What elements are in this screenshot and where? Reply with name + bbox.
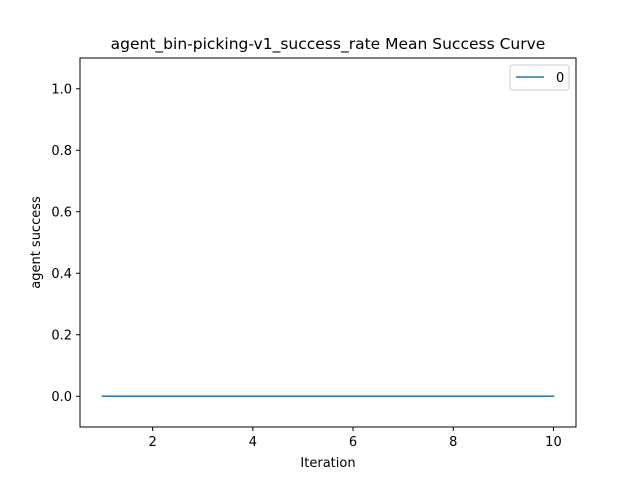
x-tick-label: 4 [249, 435, 257, 450]
axes-frame [79, 57, 577, 428]
y-tick-label: 0.2 [51, 328, 72, 343]
x-axis-label: Iteration [300, 456, 355, 471]
x-tick-label: 2 [149, 435, 157, 450]
y-tick-label: 0.8 [51, 144, 72, 159]
x-tick-label: 6 [349, 435, 357, 450]
y-axis: 0.0 0.2 0.4 0.6 0.8 1.0 [51, 82, 80, 405]
y-tick-label: 0.0 [51, 390, 72, 405]
x-tick-label: 10 [545, 435, 562, 450]
x-axis: 2 4 6 8 10 [149, 427, 562, 450]
y-tick-label: 1.0 [51, 82, 72, 97]
legend-label: 0 [556, 71, 564, 86]
x-tick-label: 8 [449, 435, 457, 450]
y-tick-label: 0.6 [51, 205, 72, 220]
legend: 0 [509, 64, 570, 91]
y-tick-label: 0.4 [51, 267, 72, 282]
chart-title: agent_bin-picking-v1_success_rate Mean S… [111, 35, 546, 54]
y-axis-label: agent success [29, 196, 44, 289]
